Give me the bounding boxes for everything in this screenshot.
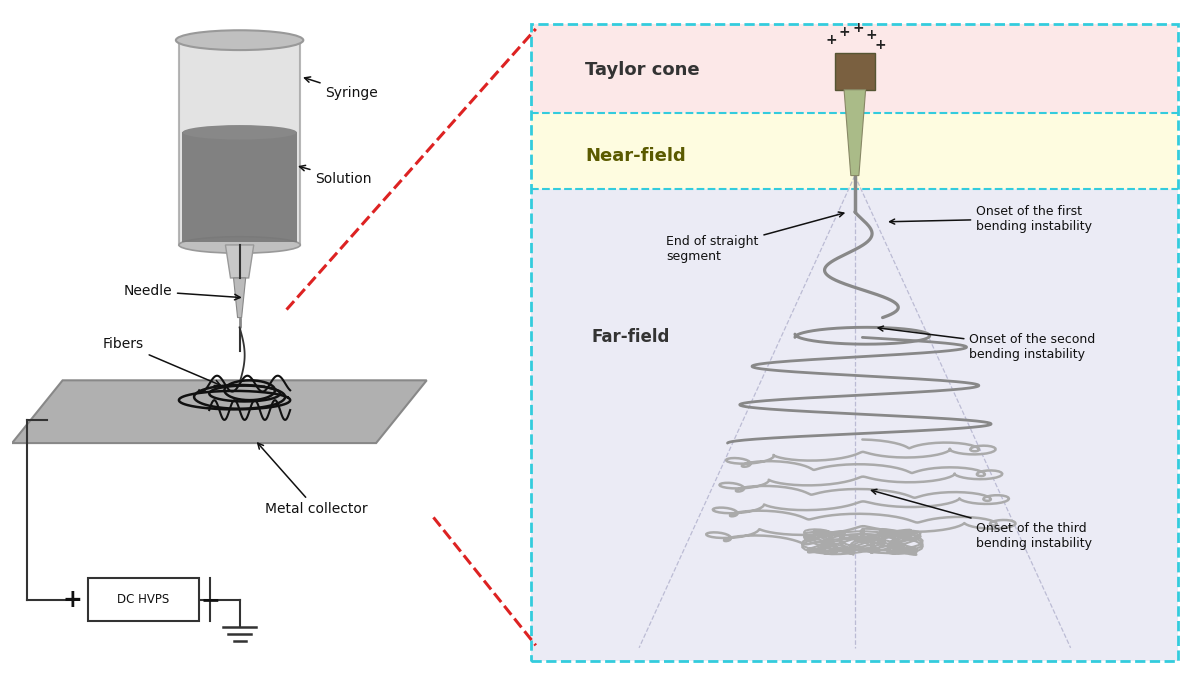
Ellipse shape: [183, 125, 296, 140]
Text: Needle: Needle: [123, 284, 240, 300]
Text: +: +: [63, 588, 83, 612]
Bar: [183, 132, 296, 241]
Text: Solution: Solution: [300, 165, 372, 186]
Text: Onset of the first
bending instability: Onset of the first bending instability: [890, 204, 1092, 233]
Bar: [88, 579, 199, 621]
Text: Onset of the third
bending instability: Onset of the third bending instability: [872, 489, 1092, 550]
Text: +: +: [826, 33, 837, 47]
Text: DC HVPS: DC HVPS: [118, 594, 170, 606]
Text: Onset of the second
bending instability: Onset of the second bending instability: [878, 326, 1096, 361]
Text: +: +: [866, 28, 878, 42]
Text: Taylor cone: Taylor cone: [585, 61, 700, 79]
Text: +: +: [874, 39, 886, 52]
Text: +: +: [839, 25, 850, 39]
Polygon shape: [12, 380, 426, 443]
Text: End of straight
segment: End of straight segment: [666, 212, 844, 263]
Bar: [531, 23, 1179, 113]
Text: Metal collector: Metal collector: [258, 443, 367, 516]
Bar: [834, 54, 875, 89]
Ellipse shape: [176, 30, 303, 50]
Polygon shape: [179, 40, 300, 245]
Polygon shape: [844, 89, 866, 175]
Bar: [531, 189, 1179, 661]
Polygon shape: [234, 278, 246, 318]
Text: Far-field: Far-field: [592, 328, 671, 346]
Ellipse shape: [179, 237, 300, 253]
Text: Fibers: Fibers: [104, 337, 220, 385]
Text: Syringe: Syringe: [305, 77, 378, 100]
Bar: [531, 113, 1179, 189]
Text: +: +: [852, 21, 864, 35]
Text: Near-field: Near-field: [585, 147, 686, 164]
Polygon shape: [225, 245, 254, 278]
Text: −: −: [200, 588, 220, 612]
